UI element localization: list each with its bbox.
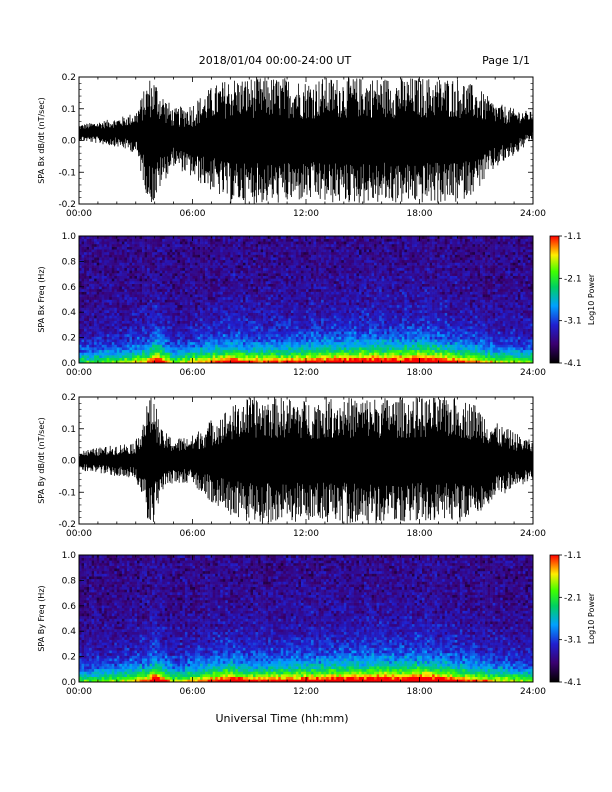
y-axis-label: SPA By Freq (Hz) [37,585,46,651]
x-tick-label: 06:00 [180,209,206,219]
y-tick-label: -0.1 [58,168,76,178]
y-tick-label: 0.1 [62,105,76,115]
colorbar-tick-label: -2.1 [564,593,582,603]
signal-trace [79,397,533,524]
y-axis-label: SPA Bx dB/dt (nT/sec) [37,97,46,184]
colorbar-tick-label: -3.1 [564,317,582,327]
x-tick-label: 18:00 [407,529,433,539]
y-axis-label: SPA Bx Freq (Hz) [37,266,46,332]
colorbar-tick-label: -1.1 [564,551,582,561]
colorbar-tick-label: -3.1 [564,636,582,646]
x-tick-label: 24:00 [520,368,546,378]
x-tick-label: 12:00 [293,209,319,219]
y-tick-label: 0.2 [62,393,76,403]
colorbar-tick-label: -4.1 [564,359,582,369]
x-tick-label: 06:00 [180,368,206,378]
x-tick-label: 24:00 [520,209,546,219]
y-tick-label: 0.6 [62,602,77,612]
panel-1: -0.2 -0.1 0.0 0.1 0.2 00:00 06:00 12:00 18:00 24:… [37,73,546,219]
y-tick-label: 0.8 [62,576,77,586]
y-tick-label: 0.2 [62,73,76,83]
y-tick-label: -0.2 [58,520,76,530]
x-tick-label: 24:00 [520,687,546,697]
x-tick-label: 06:00 [180,687,206,697]
x-axis-title: Universal Time (hh:mm) [216,712,349,725]
y-tick-label: 0.2 [62,334,76,344]
x-tick-label: 24:00 [520,529,546,539]
y-tick-label: 0.6 [62,283,77,293]
y-tick-label: 1.0 [62,551,77,561]
chart-title: 2018/01/04 00:00-24:00 UT [199,54,352,67]
x-tick-label: 18:00 [407,687,433,697]
x-tick-label: 18:00 [407,209,433,219]
x-tick-label: 12:00 [293,368,319,378]
colorbar-tick-label: -2.1 [564,274,582,284]
colorbar-tick-label: -1.1 [564,232,582,242]
y-tick-label: 0.4 [62,308,77,318]
y-tick-label: 0.0 [62,457,77,467]
x-tick-label: 18:00 [407,368,433,378]
x-tick-label: 12:00 [293,529,319,539]
colorbar-label: Log10 Power [587,592,596,644]
y-tick-label: 0.8 [62,257,77,267]
x-tick-label: 00:00 [66,209,92,219]
y-axis-label: SPA By dB/dt (nT/sec) [37,417,46,504]
y-tick-label: -0.1 [58,488,76,498]
y-tick-label: 1.0 [62,232,77,242]
y-tick-label: 0.0 [62,137,77,147]
y-tick-label: 0.4 [62,627,77,637]
spectrogram [79,236,534,364]
x-tick-label: 00:00 [66,687,92,697]
x-tick-label: 06:00 [180,529,206,539]
y-tick-label: -0.2 [58,200,76,210]
signal-trace [79,77,533,204]
y-tick-label: 0.1 [62,425,76,435]
page-number: Page 1/1 [482,54,530,67]
spectrogram [79,555,534,683]
panel-3: -0.2 -0.1 0.0 0.1 0.2 00:00 06:00 12:00 18:00 24:… [37,393,546,539]
x-tick-label: 12:00 [293,687,319,697]
y-tick-label: 0.2 [62,653,76,663]
panel-2: 0.0 0.2 0.4 0.6 0.8 1.0 -1.1 -2.1 -3.1 -4.1 Log10 … [37,232,596,378]
y-tick-label: 0.0 [62,359,77,369]
x-tick-label: 00:00 [66,368,92,378]
x-tick-label: 00:00 [66,529,92,539]
colorbar-tick-label: -4.1 [564,678,582,688]
colorbar [549,554,560,683]
colorbar-label: Log10 Power [587,273,596,325]
colorbar [549,235,560,364]
panel-4: 0.0 0.2 0.4 0.6 0.8 1.0 -1.1 -2.1 -3.1 -4.1 Log10 … [37,551,596,697]
y-tick-label: 0.0 [62,678,77,688]
